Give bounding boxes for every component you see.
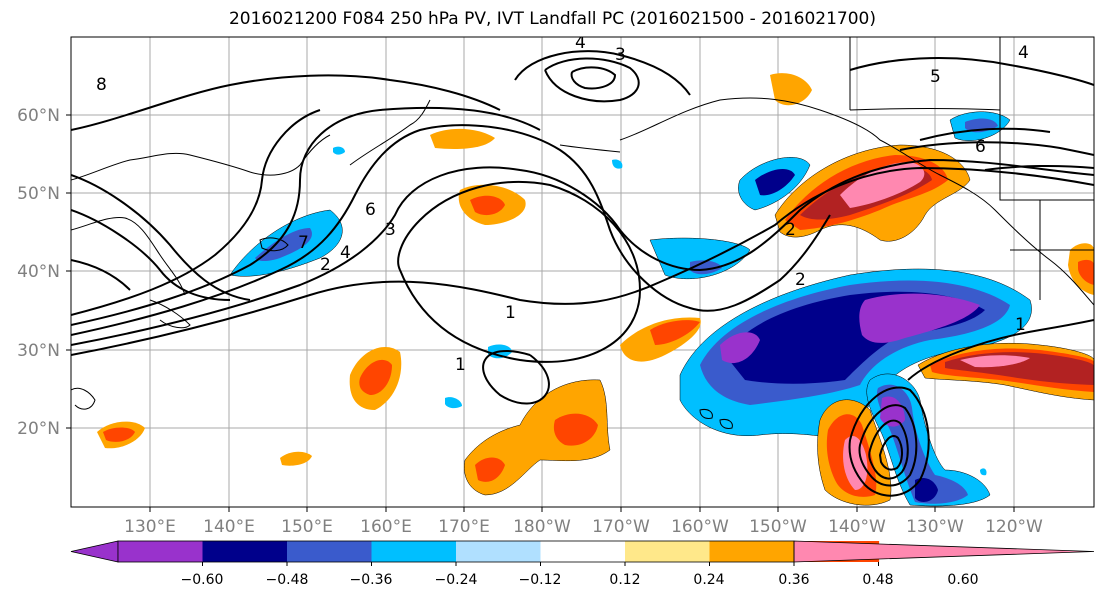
colorbar-tick-label: 0.12: [609, 572, 640, 588]
colorbar-extend-max: [793, 540, 1095, 563]
lat-label: 60°N: [17, 106, 60, 126]
colorbar-labels: −0.60 −0.48 −0.36 −0.24 −0.12 0.12 0.24 …: [181, 572, 979, 588]
ivt-positive-shading: [97, 73, 1094, 506]
colorbar: [70, 540, 1095, 566]
lon-label: 170°E: [438, 517, 490, 537]
colorbar-tick-label: −0.48: [266, 572, 309, 588]
colorbar-tick-label: 0.60: [947, 572, 978, 588]
svg-text:8: 8: [96, 75, 107, 95]
colorbar-segment: [709, 541, 795, 562]
longitude-labels: 130°E 140°E 150°E 160°E 170°E 180°W 170°…: [124, 517, 1043, 537]
lon-label: 120°W: [985, 517, 1043, 537]
colorbar-tick-label: 0.24: [693, 572, 724, 588]
colorbar-segment: [118, 541, 204, 562]
map-canvas: 8 4 3 2 1 6 3 4 2 1 1 2 6 5 4 7: [71, 33, 1094, 507]
svg-text:4: 4: [340, 243, 351, 263]
latitude-labels: 60°N 50°N 40°N 30°N 20°N: [17, 106, 60, 439]
lon-label: 130°E: [124, 517, 176, 537]
svg-text:6: 6: [365, 200, 376, 220]
pv-contour-labels: 8 4 3 2 1 6 3 4 2 1 1 2 6 5 4 7: [96, 33, 1029, 375]
lat-label: 40°N: [17, 262, 60, 282]
map-title: 2016021200 F084 250 hPa PV, IVT Landfall…: [228, 9, 876, 29]
coastlines: [71, 37, 1094, 429]
svg-text:4: 4: [575, 33, 586, 53]
svg-text:5: 5: [930, 67, 941, 87]
lon-label: 150°W: [749, 517, 807, 537]
graticule: [71, 37, 1094, 507]
colorbar-extend-min: [70, 540, 119, 563]
pv-contours: [71, 50, 1094, 497]
colorbar-tick-label: 0.48: [862, 572, 893, 588]
lon-label: 170°W: [592, 517, 650, 537]
colorbar-segment: [625, 541, 711, 562]
lon-label: 150°E: [281, 517, 333, 537]
colorbar-tick-label: 0.36: [778, 572, 809, 588]
colorbar-tick-label: −0.36: [350, 572, 393, 588]
svg-text:1: 1: [455, 355, 466, 375]
colorbar-tick-label: −0.24: [435, 572, 478, 588]
svg-text:1: 1: [505, 303, 516, 323]
lat-label: 30°N: [17, 341, 60, 361]
lon-label: 160°W: [671, 517, 729, 537]
colorbar-segment: [371, 541, 457, 562]
svg-text:2: 2: [320, 255, 331, 275]
svg-text:7: 7: [298, 233, 309, 253]
lat-label: 20°N: [17, 419, 60, 439]
lon-label: 160°E: [360, 517, 412, 537]
colorbar-segment: [287, 541, 373, 562]
lon-label: 140°W: [828, 517, 886, 537]
lon-label: 140°E: [203, 517, 255, 537]
colorbar-tick-label: −0.60: [181, 572, 224, 588]
svg-text:2: 2: [785, 220, 796, 240]
svg-text:3: 3: [615, 45, 626, 65]
colorbar-segment: [202, 541, 288, 562]
colorbar-segment: [540, 541, 626, 562]
colorbar-tick-label: −0.12: [519, 572, 562, 588]
svg-text:6: 6: [975, 137, 986, 157]
svg-text:4: 4: [1018, 43, 1029, 63]
svg-text:3: 3: [385, 220, 396, 240]
svg-text:1: 1: [1015, 315, 1026, 335]
lon-label: 180°W: [513, 517, 571, 537]
lat-label: 50°N: [17, 184, 60, 204]
lon-label: 130°W: [906, 517, 964, 537]
colorbar-segment: [456, 541, 542, 562]
axis-ticks: [66, 114, 1015, 512]
map-frame: [70, 36, 1095, 508]
svg-text:2: 2: [795, 270, 806, 290]
